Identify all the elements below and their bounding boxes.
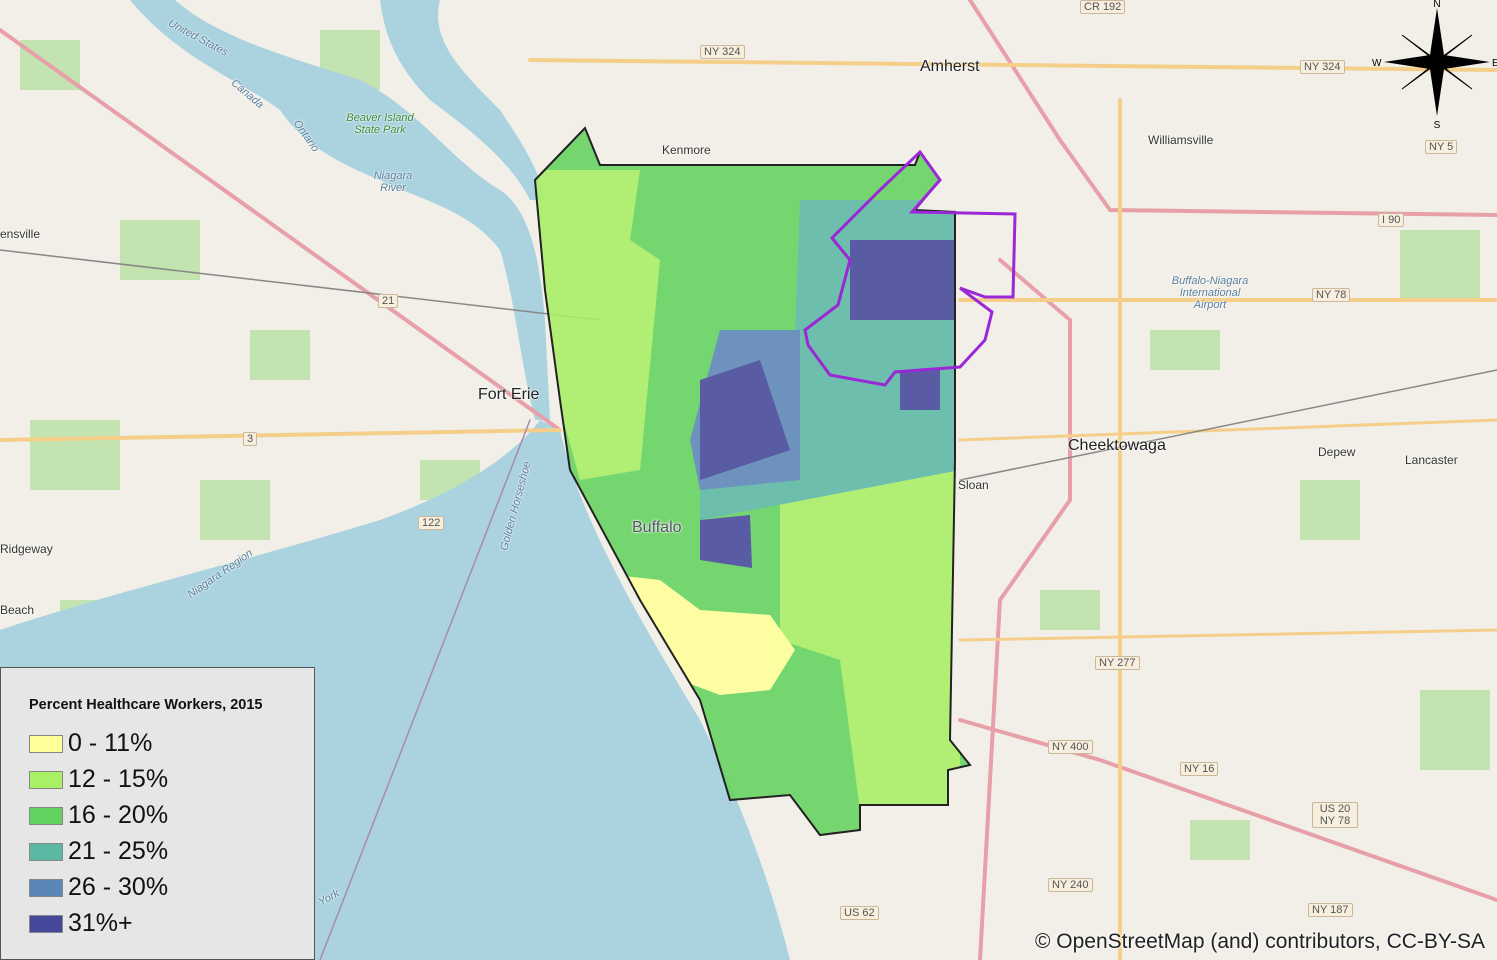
route-shield: CR 192 <box>1080 0 1126 14</box>
place-label: Buffalo <box>632 519 682 536</box>
place-label: Niagara River <box>373 170 413 194</box>
legend-label: 16 - 20% <box>68 801 169 829</box>
place-label: Depew <box>1318 445 1356 459</box>
legend-swatch <box>29 878 63 897</box>
map-legend: Percent Healthcare Workers, 2015 0 - 11%… <box>0 667 315 960</box>
place-label: Kenmore <box>662 143 711 157</box>
attribution[interactable]: © OpenStreetMap (and) contributors, CC-B… <box>1034 930 1485 953</box>
legend-item: 21 - 25% <box>29 837 168 866</box>
compass-w: W <box>1372 58 1382 69</box>
legend-swatch <box>29 842 63 861</box>
route-shield: NY 5 <box>1425 140 1458 154</box>
route-shield: 3 <box>243 432 258 446</box>
route-shield: I 90 <box>1378 213 1405 227</box>
route-shield: NY 16 <box>1180 762 1219 776</box>
legend-label: 21 - 25% <box>68 837 169 865</box>
place-label: Beaver Island State Park <box>346 112 414 136</box>
legend-swatch <box>29 770 63 789</box>
place-label: Buffalo-Niagara International Airport <box>1171 275 1249 311</box>
route-shield: NY 324 <box>1300 60 1345 74</box>
place-label: Cheektowaga <box>1068 437 1166 454</box>
place-label: ensville <box>0 227 41 241</box>
legend-item: 16 - 20% <box>29 801 168 830</box>
legend-item: 12 - 15% <box>29 765 168 794</box>
legend-label: 26 - 30% <box>68 873 169 901</box>
place-label: Fort Erie <box>478 386 540 403</box>
legend-label: 31%+ <box>68 909 133 937</box>
route-shield: US 62 <box>840 906 879 920</box>
place-label: Beach <box>0 603 35 617</box>
tract-31-plus[interactable] <box>700 360 790 480</box>
legend-item: 31%+ <box>29 909 133 938</box>
route-shield: NY 400 <box>1048 740 1093 754</box>
compass-e: E <box>1492 58 1497 69</box>
compass-rose-icon: N S E W <box>1372 0 1497 131</box>
place-label: Williamsville <box>1148 133 1214 147</box>
legend-label: 0 - 11% <box>68 729 153 757</box>
legend-title: Percent Healthcare Workers, 2015 <box>29 697 263 713</box>
tract-0-11[interactable] <box>615 575 795 695</box>
place-label: Amherst <box>920 58 980 75</box>
legend-label: 12 - 15% <box>68 765 169 793</box>
route-shield: 122 <box>418 516 445 530</box>
tract-31-plus[interactable] <box>700 515 752 568</box>
legend-item: 26 - 30% <box>29 873 168 902</box>
legend-item: 0 - 11% <box>29 729 152 758</box>
compass-n: N <box>1433 0 1440 10</box>
tract-31-plus[interactable] <box>900 370 940 410</box>
highlighted-area-outline[interactable] <box>803 149 1017 387</box>
tract-12-15[interactable] <box>780 460 960 810</box>
tract-12-15[interactable] <box>530 170 660 480</box>
route-shield: NY 324 <box>700 45 745 59</box>
place-label: Sloan <box>958 478 989 492</box>
legend-swatch <box>29 914 63 933</box>
route-shield: NY 78 <box>1312 288 1351 302</box>
route-shield: US 20 NY 78 <box>1312 802 1358 828</box>
tract-31-plus[interactable] <box>850 240 960 320</box>
place-label: Lancaster <box>1405 453 1458 467</box>
route-shield: 21 <box>378 294 399 308</box>
route-shield: NY 187 <box>1308 903 1353 917</box>
place-label: Ridgeway <box>0 542 53 556</box>
legend-swatch <box>29 806 63 825</box>
route-shield: NY 240 <box>1048 878 1093 892</box>
route-shield: NY 277 <box>1095 656 1140 670</box>
compass-s: S <box>1434 120 1441 131</box>
legend-swatch <box>29 734 63 753</box>
